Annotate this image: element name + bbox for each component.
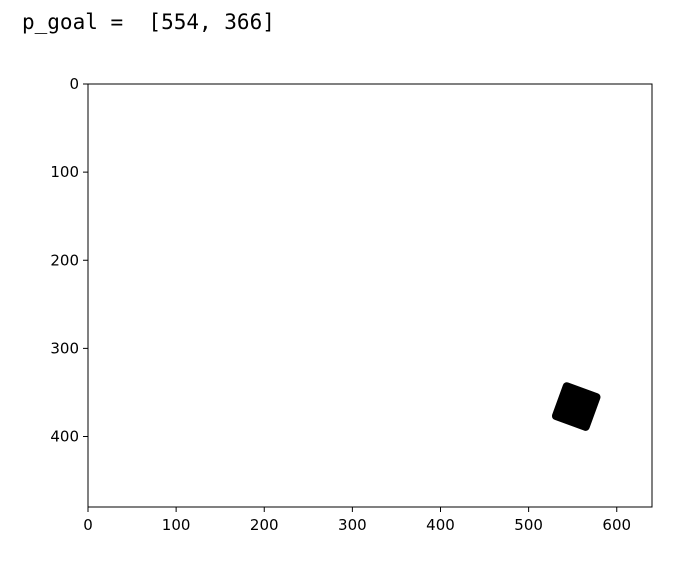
y-tick-label: 0 xyxy=(69,75,79,93)
x-tick-label: 200 xyxy=(250,516,279,534)
y-tick-label: 200 xyxy=(50,251,79,269)
y-tick-label: 300 xyxy=(50,339,79,357)
x-tick-label: 300 xyxy=(338,516,367,534)
x-tick-label: 100 xyxy=(162,516,191,534)
cell-output-text: p_goal = [554, 366] xyxy=(22,10,275,34)
x-axis: 0 100 200 300 400 500 600 xyxy=(83,507,631,534)
x-tick-label: 400 xyxy=(426,516,455,534)
plot-frame xyxy=(87,83,653,508)
x-tick-label: 600 xyxy=(602,516,631,534)
object-layer xyxy=(551,382,601,431)
y-tick-label: 400 xyxy=(50,428,79,446)
y-tick-label: 100 xyxy=(50,163,79,181)
rotated-square-object xyxy=(551,382,601,431)
x-tick-label: 0 xyxy=(83,516,93,534)
x-tick-label: 500 xyxy=(514,516,543,534)
y-axis: 0 100 200 300 400 xyxy=(50,75,88,446)
plot-area xyxy=(88,84,652,507)
